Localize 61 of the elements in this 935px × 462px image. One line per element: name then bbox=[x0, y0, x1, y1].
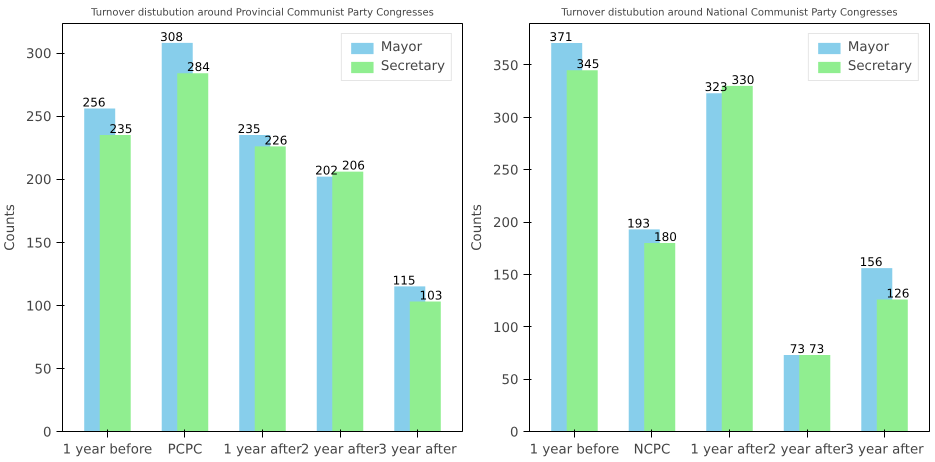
x-tick-label: 3 year after bbox=[845, 442, 924, 458]
y-tick-label: 300 bbox=[493, 111, 519, 126]
y-tick-label: 300 bbox=[26, 47, 52, 62]
y-tick-label: 100 bbox=[493, 320, 519, 336]
y-tick-label: 150 bbox=[493, 268, 519, 284]
y-axis-title: Counts bbox=[3, 204, 18, 251]
bar bbox=[177, 73, 208, 432]
y-tick-label: 200 bbox=[493, 216, 519, 232]
x-tick-label: 2 year after bbox=[300, 442, 380, 458]
y-tick-label: 50 bbox=[34, 362, 52, 378]
data-label: 193 bbox=[627, 216, 650, 230]
y-tick-label: 0 bbox=[510, 426, 519, 440]
legend-label: Mayor bbox=[848, 40, 890, 55]
data-label: 103 bbox=[420, 288, 442, 303]
x-tick-label: 1 year after bbox=[690, 442, 770, 458]
bar bbox=[100, 135, 131, 432]
x-tick-label: 1 year after bbox=[223, 442, 302, 458]
data-label: 235 bbox=[238, 122, 260, 136]
data-label: 235 bbox=[109, 122, 132, 136]
data-label: 115 bbox=[392, 273, 416, 288]
y-axis-title: Counts bbox=[470, 204, 486, 251]
data-label: 330 bbox=[732, 72, 754, 87]
y-tick-label: 200 bbox=[26, 173, 52, 188]
legend-label: Mayor bbox=[380, 40, 422, 55]
y-tick-label: 0 bbox=[43, 426, 52, 440]
x-tick-label: PCPC bbox=[168, 442, 202, 458]
data-label: 206 bbox=[342, 158, 365, 173]
x-tick-label: 1 year before bbox=[62, 442, 152, 458]
bar bbox=[566, 70, 598, 432]
chart-title: Turnover distubution around National Communist Party Congresses bbox=[560, 8, 898, 18]
data-label: 256 bbox=[82, 96, 106, 110]
bar bbox=[410, 302, 441, 432]
y-tick-label: 100 bbox=[26, 299, 52, 314]
data-label: 323 bbox=[704, 80, 728, 94]
bar bbox=[799, 355, 830, 432]
legend-label: Secretary bbox=[380, 59, 445, 74]
data-label: 284 bbox=[186, 60, 210, 74]
y-tick-label: 50 bbox=[502, 373, 519, 388]
data-label: 156 bbox=[860, 255, 883, 270]
data-label: 126 bbox=[886, 286, 910, 301]
x-tick-label: 3 year after bbox=[378, 442, 458, 458]
y-tick-label: 150 bbox=[26, 236, 52, 252]
bar bbox=[876, 300, 908, 432]
y-tick-label: 350 bbox=[493, 58, 519, 74]
data-label: 308 bbox=[160, 30, 183, 44]
legend-label: Secretary bbox=[848, 59, 912, 74]
data-label: 180 bbox=[654, 230, 677, 244]
data-label: 371 bbox=[550, 30, 572, 44]
chart-title: Turnover distubution around Provincial Communist Party Congresses bbox=[90, 8, 434, 18]
y-tick-label: 250 bbox=[26, 110, 52, 126]
data-label: 226 bbox=[264, 133, 288, 148]
bar bbox=[644, 243, 676, 432]
x-tick-label: 2 year after bbox=[768, 442, 847, 458]
data-label: 202 bbox=[315, 164, 338, 178]
x-tick-label: NCPC bbox=[634, 442, 670, 458]
data-label: 73 bbox=[790, 342, 806, 356]
y-tick-label: 250 bbox=[493, 164, 519, 179]
bar bbox=[254, 146, 286, 432]
x-tick-label: 1 year before bbox=[530, 442, 620, 458]
data-label: 73 bbox=[809, 342, 824, 356]
data-label: 345 bbox=[576, 57, 600, 72]
